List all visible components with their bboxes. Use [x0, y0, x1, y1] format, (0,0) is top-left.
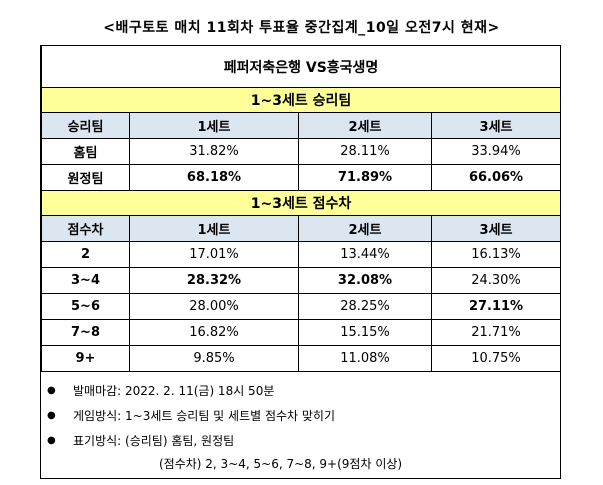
- header-cell: 2세트: [298, 215, 432, 242]
- value-cell: 13.44%: [298, 241, 432, 268]
- bullet: ●: [47, 410, 56, 421]
- header-row: 점수차 1세트 2세트 3세트: [41, 215, 562, 242]
- data-row: 2 17.01% 13.44% 16.13%: [41, 241, 562, 268]
- header-cell: 점수차: [41, 215, 130, 242]
- header-cell: 승리팀: [41, 112, 130, 139]
- data-row: 홈팀 31.82% 28.11% 33.94%: [41, 138, 562, 165]
- data-row: 원정팀 68.18% 71.89% 66.06%: [41, 164, 562, 191]
- value-cell: 27.11%: [430, 293, 562, 320]
- section-row: 1~3세트 승리팀: [40, 87, 562, 113]
- bullet: ●: [47, 435, 56, 446]
- note-continuation: (점수차) 2, 3~4, 5~6, 7~8, 9+(9점차 이상): [159, 456, 403, 471]
- value-cell: 11.08%: [298, 345, 432, 372]
- value-cell: 28.25%: [298, 293, 432, 320]
- row-label: 5~6: [41, 293, 130, 320]
- data-row: 5~6 28.00% 28.25% 27.11%: [41, 293, 562, 320]
- value-cell: 66.06%: [430, 164, 562, 191]
- section-title: 1~3세트 점수차: [40, 190, 562, 216]
- row-label: 7~8: [41, 319, 130, 346]
- value-cell: 10.75%: [430, 345, 562, 372]
- value-cell: 24.30%: [430, 267, 562, 294]
- value-cell: 16.82%: [129, 319, 299, 346]
- row-label: 홈팀: [41, 138, 130, 165]
- notes: ● 발매마감: 2022. 2. 11(금) 18시 50분 ● 게임방식: 1~3세…: [41, 372, 560, 473]
- value-cell: 31.82%: [129, 138, 299, 165]
- header-cell: 1세트: [129, 215, 299, 242]
- match-title: 페퍼저축은행 VS흥국생명: [40, 46, 562, 88]
- bullet: ●: [47, 385, 56, 396]
- value-cell: 71.89%: [298, 164, 432, 191]
- table: 페퍼저축은행 VS흥국생명 1~3세트 승리팀 승리팀 1세트 2세트 3세트 홈팀 31.8…: [40, 46, 562, 372]
- table-box: 페퍼저축은행 VS흥국생명 1~3세트 승리팀 승리팀 1세트 2세트 3세트 홈팀 31.8…: [40, 45, 562, 479]
- header-cell: 3세트: [430, 215, 562, 242]
- value-cell: 33.94%: [430, 138, 562, 165]
- value-cell: 17.01%: [129, 241, 299, 268]
- row-label: 9+: [41, 345, 130, 372]
- data-row: 3~4 28.32% 32.08% 24.30%: [41, 267, 562, 294]
- value-cell: 68.18%: [129, 164, 299, 191]
- note: ● 표기방식: (승리팀) 홈팀, 원정팀: [47, 428, 560, 453]
- note: ● 발매마감: 2022. 2. 11(금) 18시 50분: [47, 378, 560, 403]
- section-row: 1~3세트 점수차: [40, 190, 562, 216]
- value-cell: 28.11%: [298, 138, 432, 165]
- note-text: 게임방식: 1~3세트 승리팀 및 세트별 점수차 맞히기: [73, 409, 336, 423]
- header-cell: 1세트: [129, 112, 299, 139]
- header-cell: 3세트: [430, 112, 562, 139]
- value-cell: 15.15%: [298, 319, 432, 346]
- title: <배구토토 매치 11회차 투표율 중간집계_10일 오전7시 현재>: [103, 20, 500, 36]
- data-row: 7~8 16.82% 15.15% 21.71%: [41, 319, 562, 346]
- section-title: 1~3세트 승리팀: [40, 87, 562, 113]
- row-label: 2: [41, 241, 130, 268]
- value-cell: 28.32%: [129, 267, 299, 294]
- data-row: 9+ 9.85% 11.08% 10.75%: [41, 345, 562, 372]
- match-row: 페퍼저축은행 VS흥국생명: [40, 46, 562, 88]
- note-text: 표기방식: (승리팀) 홈팀, 원정팀: [73, 434, 235, 448]
- value-cell: 21.71%: [430, 319, 562, 346]
- row-label: 원정팀: [41, 164, 130, 191]
- note-text: 발매마감: 2022. 2. 11(금) 18시 50분: [73, 384, 275, 398]
- header-row: 승리팀 1세트 2세트 3세트: [41, 112, 562, 139]
- value-cell: 9.85%: [129, 345, 299, 372]
- value-cell: 28.00%: [129, 293, 299, 320]
- note: ● 게임방식: 1~3세트 승리팀 및 세트별 점수차 맞히기: [47, 403, 560, 428]
- value-cell: 32.08%: [298, 267, 432, 294]
- header-cell: 2세트: [298, 112, 432, 139]
- row-label: 3~4: [41, 267, 130, 294]
- value-cell: 16.13%: [430, 241, 562, 268]
